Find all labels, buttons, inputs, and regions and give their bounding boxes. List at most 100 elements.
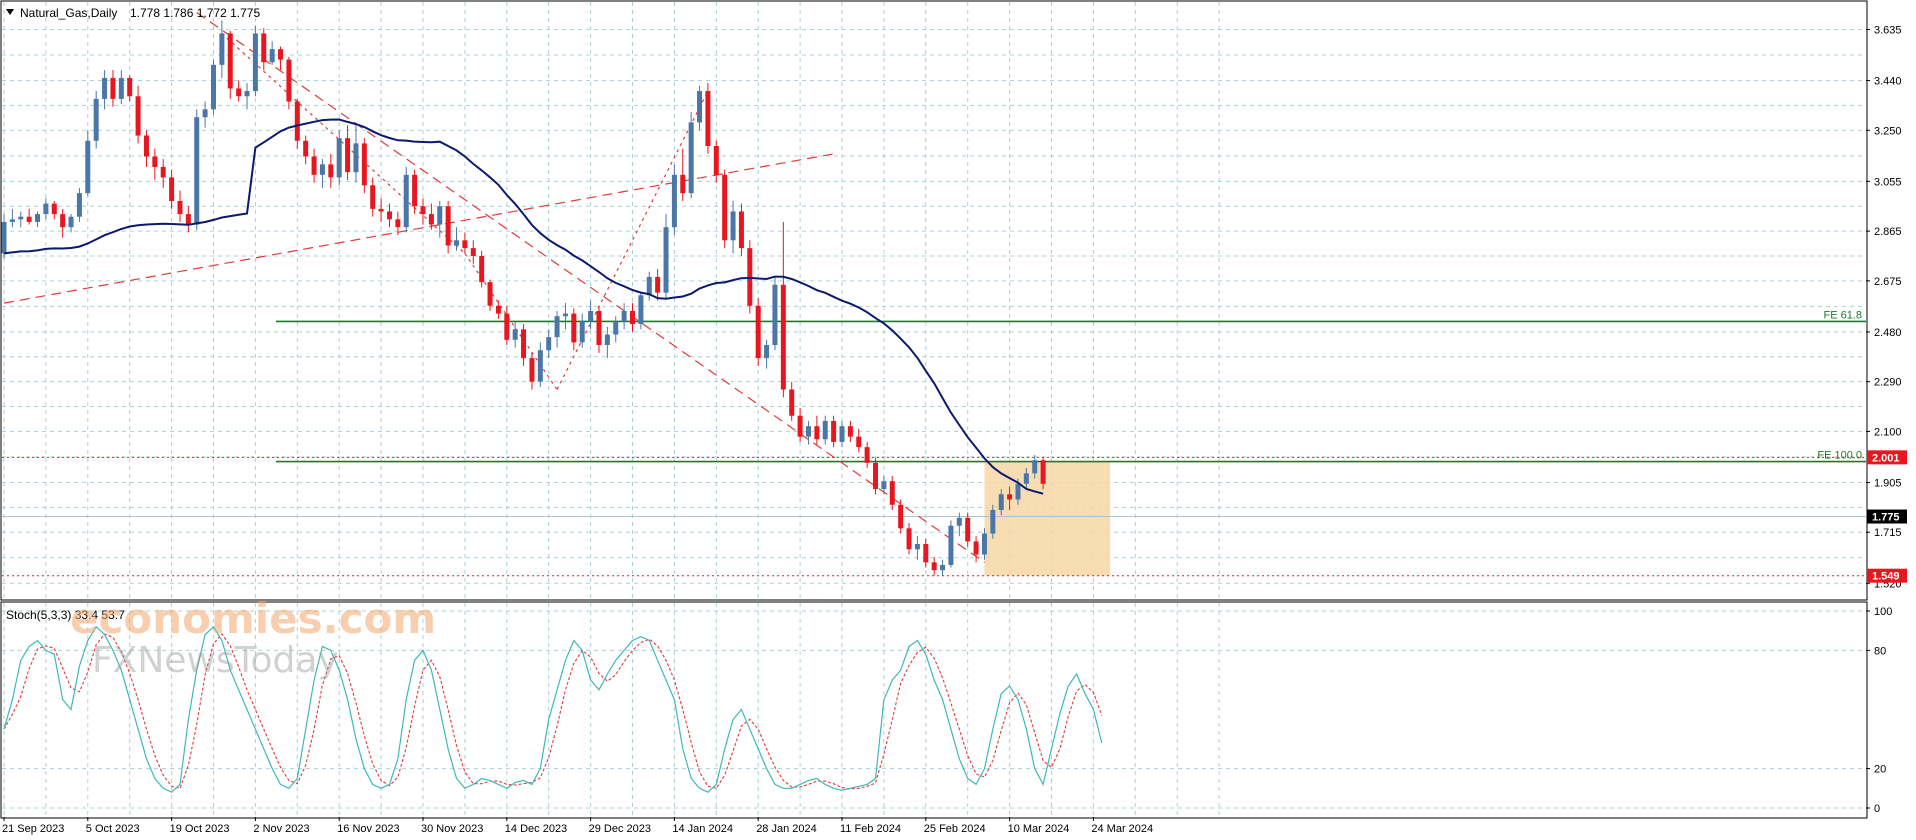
candle-body (713, 146, 719, 175)
candle-body (889, 481, 895, 505)
candle-body (286, 59, 292, 102)
stochastic-axis: 100 80 20 0 (1866, 606, 1892, 815)
price-tag-label: 2.001 (1872, 452, 1900, 464)
stochastic-pane-border (0, 601, 1868, 819)
candle-body (152, 156, 158, 167)
candle-body (772, 284, 778, 346)
candle-body (60, 214, 66, 228)
candle-body (169, 177, 175, 201)
rising-trendline (3, 153, 834, 304)
candle-body (445, 206, 451, 246)
candle-body (93, 98, 99, 141)
price-tick-label: 2.290 (1874, 377, 1902, 389)
candle-body (755, 305, 761, 359)
candle-body (705, 91, 711, 147)
watermark-fxnewstoday: FXNewsToday (92, 640, 339, 681)
candle-body (663, 227, 669, 293)
candle-body (638, 295, 644, 325)
candle-body (102, 77, 108, 99)
candle-body (588, 310, 594, 322)
candle-body (386, 211, 392, 220)
candle-body (1007, 494, 1013, 500)
price-tag-box (1867, 568, 1907, 583)
candle-body (26, 216, 32, 222)
candle-body (981, 533, 987, 555)
price-tick-label: 2.100 (1874, 426, 1902, 438)
candle-body (797, 415, 803, 437)
stochastic-pane[interactable] (0, 601, 1868, 819)
candle-body (311, 156, 317, 175)
candle-body (822, 420, 828, 440)
stochastic-main-line (3, 625, 1103, 793)
candle-body (118, 77, 124, 99)
price-tick-label: 2.865 (1874, 226, 1902, 238)
candle-body (319, 164, 325, 175)
candle-body (127, 77, 133, 97)
candle-body (604, 334, 610, 346)
candle-body (621, 310, 627, 322)
price-tick-label: 3.055 (1874, 176, 1902, 188)
candle-body (437, 206, 443, 225)
candle-body (948, 525, 954, 565)
fib-level-label: FE 100.0 (1817, 450, 1862, 462)
candle-body (143, 135, 149, 157)
time-tick-label: 14 Dec 2023 (505, 823, 567, 835)
symbol-menu-arrow-icon[interactable] (6, 9, 14, 15)
price-tick-label: 3.635 (1874, 24, 1902, 36)
candle-body (789, 389, 795, 416)
stochastic-tick-label: 0 (1874, 803, 1880, 815)
candle-body (805, 426, 811, 437)
candle-body (219, 33, 225, 65)
candle-body (18, 216, 24, 220)
candle-body (881, 481, 887, 490)
price-pane[interactable]: FE 61.8 FE 100.0 (0, 0, 1868, 601)
price-tick-label: 1.905 (1874, 477, 1902, 489)
candle-body (956, 517, 962, 526)
watermark-economies: economies.com (70, 594, 436, 643)
candle-body (278, 49, 284, 60)
time-tick-label: 11 Feb 2024 (840, 823, 901, 835)
candle-body (294, 101, 300, 141)
candle-body (730, 211, 736, 241)
time-tick-label: 28 Jan 2024 (756, 823, 817, 835)
candle-body (990, 509, 996, 534)
candle-body (630, 310, 635, 325)
candle-body (764, 345, 770, 359)
price-tags: 2.001 1.775 1.549 (1867, 450, 1907, 583)
candle-body (303, 140, 309, 157)
candle-body (85, 140, 91, 194)
candle-body (211, 64, 216, 110)
candle-body (470, 248, 476, 256)
candle-body (671, 174, 677, 228)
candle-body (537, 350, 543, 382)
candle-body (596, 310, 602, 346)
time-axis: 21 Sep 2023 5 Oct 2023 19 Oct 2023 2 Nov 20… (2, 817, 1153, 835)
time-tick-label: 16 Nov 2023 (337, 823, 399, 835)
candle-body (1040, 460, 1046, 484)
candle-body (353, 143, 359, 173)
price-tick-label: 2.675 (1874, 276, 1902, 288)
candle-body (454, 240, 460, 246)
stochastic-grid (2, 603, 1866, 817)
candle-body (370, 185, 376, 209)
candle-body (1015, 483, 1021, 500)
candle-body (931, 562, 937, 571)
candle-body (521, 329, 527, 359)
candle-body (512, 329, 518, 340)
candle-body (646, 276, 652, 296)
time-tick-label: 30 Nov 2023 (421, 823, 483, 835)
candle-body (780, 284, 786, 390)
candle-body (697, 91, 703, 123)
candle-body (973, 541, 979, 555)
time-tick-label: 5 Oct 2023 (86, 823, 140, 835)
candle-body (831, 420, 837, 442)
stochastic-tick-label: 20 (1874, 764, 1886, 776)
candle-body (738, 211, 744, 249)
time-tick-label: 10 Mar 2024 (1008, 823, 1070, 835)
candle-body (839, 426, 845, 442)
candle-body (923, 544, 929, 563)
candle-body (613, 321, 619, 335)
candle-body (345, 138, 351, 173)
candle-body (177, 201, 183, 215)
